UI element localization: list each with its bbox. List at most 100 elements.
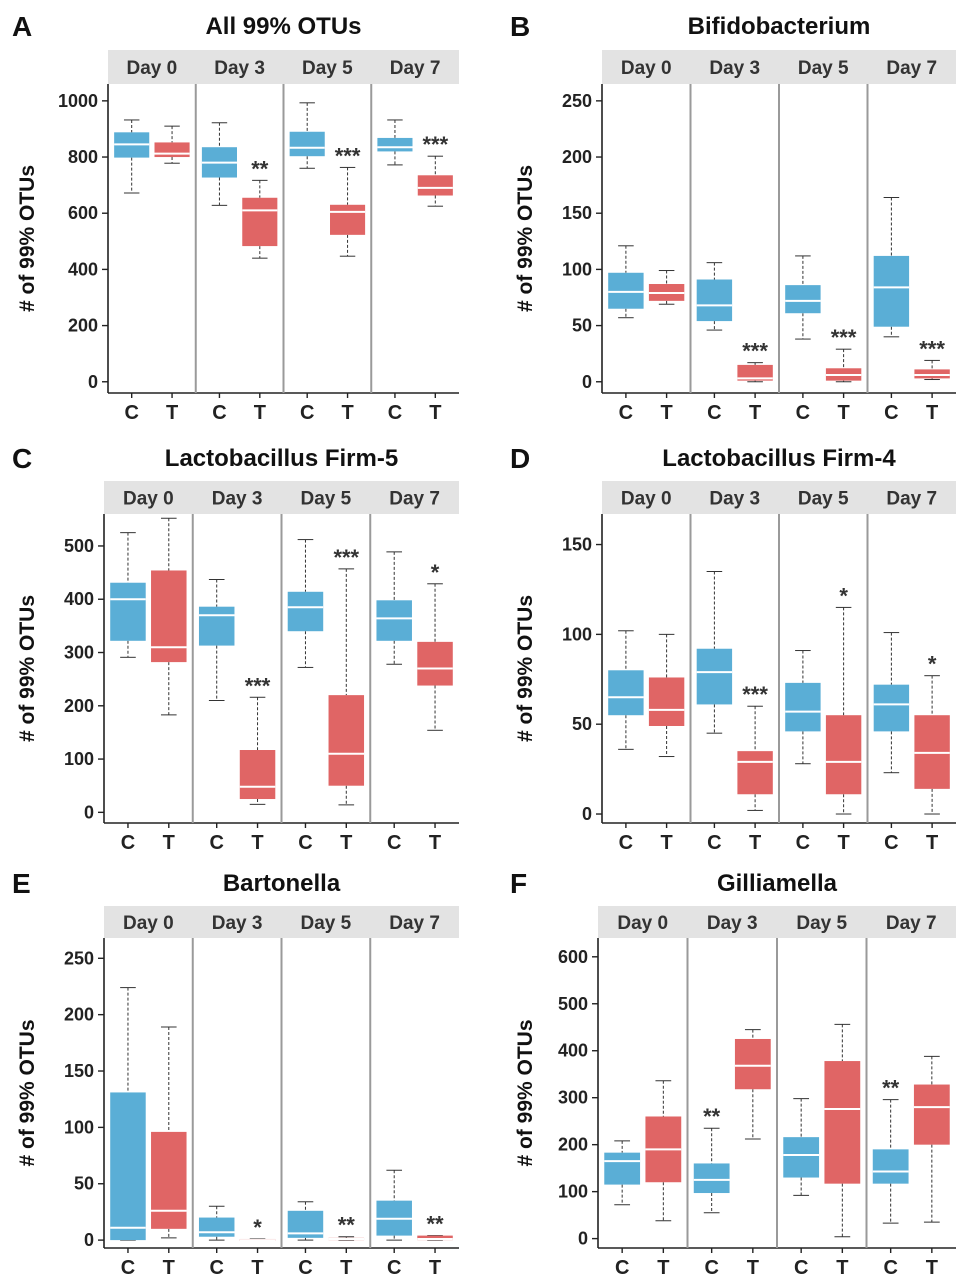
significance-marker: ***	[831, 325, 857, 350]
y-tick-label: 300	[558, 1088, 588, 1108]
panel-e: E Bartonella # of 99% OTUs 0 50 100 150 200 250 D…	[12, 868, 459, 1275]
box-body	[737, 364, 773, 381]
facet-label: Day 5	[798, 489, 849, 510]
panel-b: B Bifidobacterium # of 99% OTUs 0 50 100 150 20…	[510, 11, 956, 424]
box-body	[913, 1084, 950, 1145]
y-tick-label: 600	[68, 203, 98, 223]
facet-strip	[108, 50, 459, 84]
y-tick-label: 200	[558, 1135, 588, 1155]
significance-marker: ***	[422, 132, 448, 157]
panel-title: Bartonella	[223, 870, 341, 897]
y-axis-label: # of 99% OTUs	[514, 1019, 537, 1166]
box-body	[376, 600, 412, 641]
significance-marker: **	[251, 156, 269, 181]
y-axis-label: # of 99% OTUs	[16, 165, 39, 312]
panel-letter: B	[510, 11, 530, 42]
x-tick-label: T	[340, 1257, 352, 1275]
facet-label: Day 3	[212, 913, 263, 934]
y-tick-label: 400	[558, 1041, 588, 1061]
x-tick-label: C	[884, 832, 898, 854]
y-tick-label: 100	[562, 624, 592, 644]
box-day7-c	[376, 551, 412, 665]
y-tick-label: 150	[64, 1061, 94, 1081]
box-day5-t: **	[328, 1213, 365, 1241]
facet-label: Day 3	[707, 913, 758, 934]
box-body	[151, 1131, 187, 1229]
x-tick-label: T	[163, 1257, 175, 1275]
box-day5-t: ***	[328, 545, 365, 806]
x-tick-label: T	[163, 832, 175, 854]
facet-label: Day 0	[621, 489, 672, 510]
box-day0-c	[110, 532, 146, 658]
box-day0-t	[154, 125, 190, 164]
box-body	[785, 285, 821, 314]
x-tick-label: C	[796, 832, 810, 854]
significance-marker: *	[431, 560, 440, 585]
x-tick-label: C	[124, 402, 138, 424]
box-body	[377, 137, 413, 152]
significance-marker: ***	[742, 682, 768, 707]
box-day0-c	[604, 1140, 641, 1206]
box-body	[696, 648, 733, 705]
facet-label: Day 0	[127, 58, 178, 79]
box-day7-t: *	[417, 560, 453, 731]
facet-label: Day 0	[123, 489, 174, 510]
facet-label: Day 3	[709, 489, 760, 510]
box-body	[151, 570, 187, 663]
x-tick-label: C	[707, 402, 721, 424]
facet-label: Day 5	[301, 489, 352, 510]
box-day0-t	[648, 270, 685, 305]
panel-f: F Gilliamella # of 99% OTUs 0 100 200 300 400 50…	[510, 868, 956, 1275]
box-day3-t: *	[239, 1215, 276, 1242]
box-body	[154, 142, 190, 158]
box-body	[785, 682, 821, 732]
y-tick-label: 400	[64, 589, 94, 609]
y-tick-label: 0	[582, 372, 592, 392]
y-tick-label: 250	[562, 91, 592, 111]
y-tick-label: 500	[64, 536, 94, 556]
panel-letter: E	[12, 868, 31, 899]
box-day7-t	[913, 1055, 950, 1223]
box-body	[914, 369, 950, 379]
facet-label: Day 3	[212, 489, 263, 510]
box-body	[328, 695, 365, 786]
facet-label: Day 0	[123, 913, 174, 934]
box-body	[417, 1235, 453, 1241]
panel-title: All 99% OTUs	[205, 13, 361, 40]
y-tick-label: 150	[562, 535, 592, 555]
x-tick-label: T	[747, 1257, 759, 1275]
box-day0-t	[151, 517, 187, 716]
x-tick-label: C	[387, 832, 401, 854]
box-body	[289, 131, 325, 157]
significance-marker: **	[426, 1212, 444, 1237]
significance-marker: ***	[245, 673, 271, 698]
x-tick-label: T	[429, 402, 441, 424]
box-body	[734, 1038, 771, 1090]
x-tick-label: C	[387, 1257, 401, 1275]
x-tick-label: C	[619, 832, 633, 854]
y-tick-label: 100	[558, 1182, 588, 1202]
x-tick-label: T	[749, 832, 761, 854]
y-tick-label: 100	[562, 259, 592, 279]
x-tick-label: T	[166, 402, 178, 424]
x-tick-label: C	[209, 832, 223, 854]
box-day0-t	[648, 633, 685, 758]
box-body	[696, 279, 733, 322]
x-tick-label: C	[615, 1257, 629, 1275]
facet-strip	[598, 906, 956, 938]
facet-strip	[602, 481, 956, 514]
x-tick-label: C	[796, 402, 810, 424]
box-day5-c	[287, 539, 324, 668]
box-body	[604, 1152, 641, 1185]
significance-marker: ***	[919, 336, 945, 361]
x-tick-label: T	[660, 832, 672, 854]
y-tick-label: 0	[582, 804, 592, 824]
box-day3-c	[696, 262, 733, 331]
y-axis-label: # of 99% OTUs	[514, 595, 537, 742]
y-tick-label: 100	[64, 1117, 94, 1137]
x-tick-label: T	[254, 402, 266, 424]
significance-marker: *	[253, 1215, 262, 1240]
y-tick-label: 300	[64, 643, 94, 663]
box-body	[417, 641, 453, 686]
box-body	[608, 272, 644, 309]
